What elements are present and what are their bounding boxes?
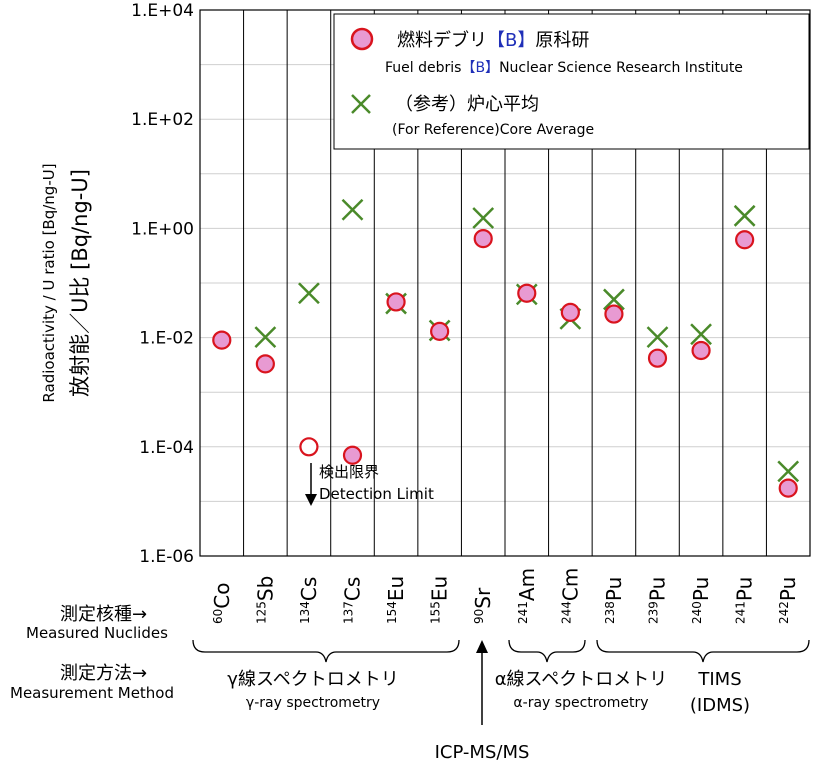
x-marker — [341, 198, 364, 221]
x-tick-label: 154Eu — [384, 576, 408, 624]
x-tick-label: 241Am — [515, 568, 539, 624]
circle-marker — [212, 330, 232, 350]
x-tick-label: 241Pu — [733, 577, 757, 624]
x-tick-label: 137Cs — [341, 577, 365, 624]
y-axis-label-ja: 放射能／U比 [Bq/ng-U] — [68, 169, 92, 397]
x-tick-labels: 60Co 125Sb 134Cs 137Cs 154Eu 155Eu 90Sr 241Am 24… — [210, 568, 800, 624]
x-tick-label: 134Cs — [297, 577, 321, 624]
method-alpha-label-en: α-ray spectrometry — [513, 695, 648, 711]
legend-x-label-en: (For Reference)Core Average — [392, 122, 594, 138]
detection-limit-en: Detection Limit — [319, 485, 434, 503]
y-tick-label: 1.E+02 — [131, 110, 194, 130]
category-separators — [243, 10, 767, 556]
x-tick-label: 155Eu — [428, 576, 452, 624]
circle-marker — [691, 340, 711, 361]
circle-marker — [255, 354, 275, 374]
legend-box — [333, 13, 810, 150]
method-tims-label-2: (IDMS) — [690, 695, 750, 716]
circle-marker — [604, 304, 624, 324]
circle-marker — [517, 283, 537, 303]
legend-x-label: （参考）炉心平均 — [395, 94, 539, 115]
x-tick-label: 125Sb — [253, 576, 277, 624]
x-tick-label: 240Pu — [689, 577, 713, 624]
brace-alpha — [508, 639, 586, 663]
y-tick-label: 1.E-02 — [139, 329, 194, 349]
x-marker — [254, 326, 277, 349]
circle-marker — [560, 302, 580, 322]
x-tick-label: 238Pu — [602, 577, 626, 624]
circle-marker — [778, 478, 798, 498]
detection-limit-note: 検出限界 Detection Limit — [305, 463, 434, 506]
x-marker — [646, 326, 669, 349]
circle-marker — [299, 437, 319, 457]
nuclides-row-label: 測定核種→ — [60, 604, 147, 625]
legend-circle-label: 燃料デブリ【B】原科研 — [397, 29, 589, 51]
plot-frame — [199, 9, 811, 557]
x-marker — [298, 282, 320, 305]
method-row-label: 測定方法→ — [60, 663, 147, 684]
y-tick-labels: 1.E+04 1.E+02 1.E+00 1.E-02 1.E-04 1.E-06 — [131, 1, 194, 567]
method-braces — [192, 639, 810, 663]
data-marks — [212, 198, 800, 498]
legend-circle-label-en: Fuel debris【B】Nuclear Science Research I… — [385, 60, 743, 76]
y-tick-label: 1.E+00 — [131, 219, 194, 239]
circle-marker — [647, 348, 668, 368]
circle-marker — [342, 445, 363, 465]
y-axis-label-en: Radioactivity / U ratio [Bq/ng-U] — [40, 163, 58, 402]
circle-marker — [386, 292, 406, 312]
x-marker — [603, 288, 625, 311]
y-tick-label: 1.E-06 — [139, 547, 194, 567]
x-tick-label: 242Pu — [776, 577, 800, 624]
method-icp-label: ICP-MS/MS — [435, 742, 530, 763]
x-tick-label: 244Cm — [558, 568, 582, 624]
x-marker — [472, 207, 495, 229]
nuclides-row-label-en: Measured Nuclides — [26, 624, 168, 642]
brace-gamma — [192, 639, 460, 663]
method-gamma-label: γ線スペクトロメトリ — [227, 669, 398, 690]
method-alpha-label: α線スペクトロメトリ — [495, 669, 668, 690]
icp-arrow — [476, 640, 488, 725]
x-marker — [733, 204, 756, 227]
brace-tims — [596, 639, 810, 663]
circle-marker — [473, 229, 493, 249]
x-tick-label: 90Sr — [471, 587, 495, 624]
method-tims-label: TIMS — [697, 669, 741, 690]
circle-marker — [735, 230, 755, 250]
legend-x-marker — [351, 94, 371, 114]
x-marker — [777, 460, 800, 483]
x-marker — [690, 323, 712, 346]
x-tick-label: 60Co — [210, 583, 234, 624]
circle-marker — [430, 321, 450, 341]
x-tick-label: 239Pu — [646, 577, 670, 624]
detection-limit-ja: 検出限界 — [319, 463, 379, 481]
y-tick-label: 1.E-04 — [139, 438, 194, 458]
method-gamma-label-en: γ-ray spectrometry — [246, 695, 380, 711]
y-tick-label: 1.E+04 — [131, 1, 194, 21]
legend-circle-marker — [350, 27, 374, 51]
method-row-label-en: Measurement Method — [10, 684, 174, 702]
legend: 燃料デブリ【B】原科研 Fuel debris【B】Nuclear Scienc… — [333, 13, 810, 150]
